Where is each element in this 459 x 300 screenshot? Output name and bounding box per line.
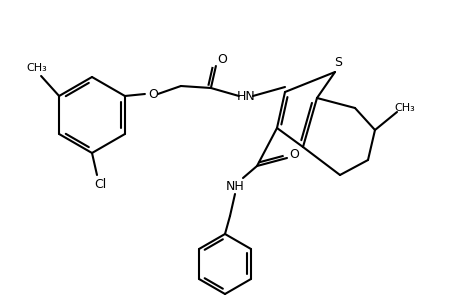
Text: Cl: Cl [94,178,106,191]
Text: HN: HN [236,89,255,103]
Text: O: O [288,148,298,160]
Text: O: O [217,52,226,65]
Text: S: S [333,56,341,68]
Text: CH₃: CH₃ [394,103,414,113]
Text: CH₃: CH₃ [27,63,47,73]
Text: NH: NH [225,179,244,193]
Text: O: O [148,88,157,100]
